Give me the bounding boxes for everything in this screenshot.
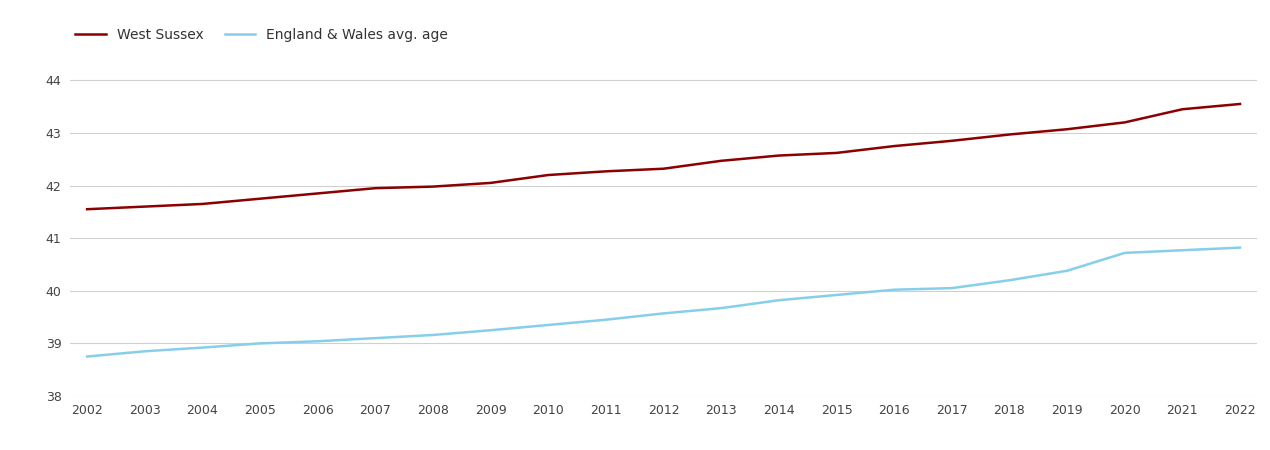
West Sussex (886, 144, 902, 149)
West Sussex (1118, 120, 1133, 125)
West Sussex (310, 191, 325, 196)
England & Wales avg. age (310, 338, 325, 344)
West Sussex (368, 185, 384, 191)
England & Wales avg. age (425, 332, 441, 338)
West Sussex (137, 204, 152, 209)
West Sussex (714, 158, 729, 163)
West Sussex (771, 153, 786, 158)
England & Wales avg. age (194, 345, 210, 350)
West Sussex (598, 169, 613, 174)
West Sussex (1175, 107, 1190, 112)
England & Wales avg. age (1002, 278, 1017, 283)
England & Wales avg. age (137, 349, 152, 354)
England & Wales avg. age (886, 287, 902, 292)
England & Wales avg. age (368, 335, 384, 341)
England & Wales avg. age (80, 354, 95, 359)
England & Wales avg. age (1118, 250, 1133, 256)
England & Wales avg. age (714, 306, 729, 311)
England & Wales avg. age (253, 341, 268, 346)
West Sussex (483, 180, 498, 185)
England & Wales avg. age (483, 328, 498, 333)
England & Wales avg. age (1175, 248, 1190, 253)
England & Wales avg. age (657, 310, 672, 316)
Line: England & Wales avg. age: England & Wales avg. age (88, 248, 1240, 356)
West Sussex (541, 172, 556, 178)
England & Wales avg. age (829, 292, 845, 298)
West Sussex (194, 201, 210, 207)
West Sussex (425, 184, 441, 189)
England & Wales avg. age (541, 322, 556, 328)
West Sussex (253, 196, 268, 202)
West Sussex (829, 150, 845, 156)
England & Wales avg. age (1232, 245, 1247, 250)
Line: West Sussex: West Sussex (88, 104, 1240, 209)
West Sussex (657, 166, 672, 171)
West Sussex (944, 138, 959, 144)
England & Wales avg. age (944, 285, 959, 291)
England & Wales avg. age (598, 317, 613, 322)
West Sussex (1002, 132, 1017, 137)
West Sussex (1059, 126, 1074, 132)
England & Wales avg. age (771, 297, 786, 303)
West Sussex (80, 207, 95, 212)
England & Wales avg. age (1059, 268, 1074, 274)
Legend: West Sussex, England & Wales avg. age: West Sussex, England & Wales avg. age (70, 22, 453, 47)
West Sussex (1232, 101, 1247, 107)
